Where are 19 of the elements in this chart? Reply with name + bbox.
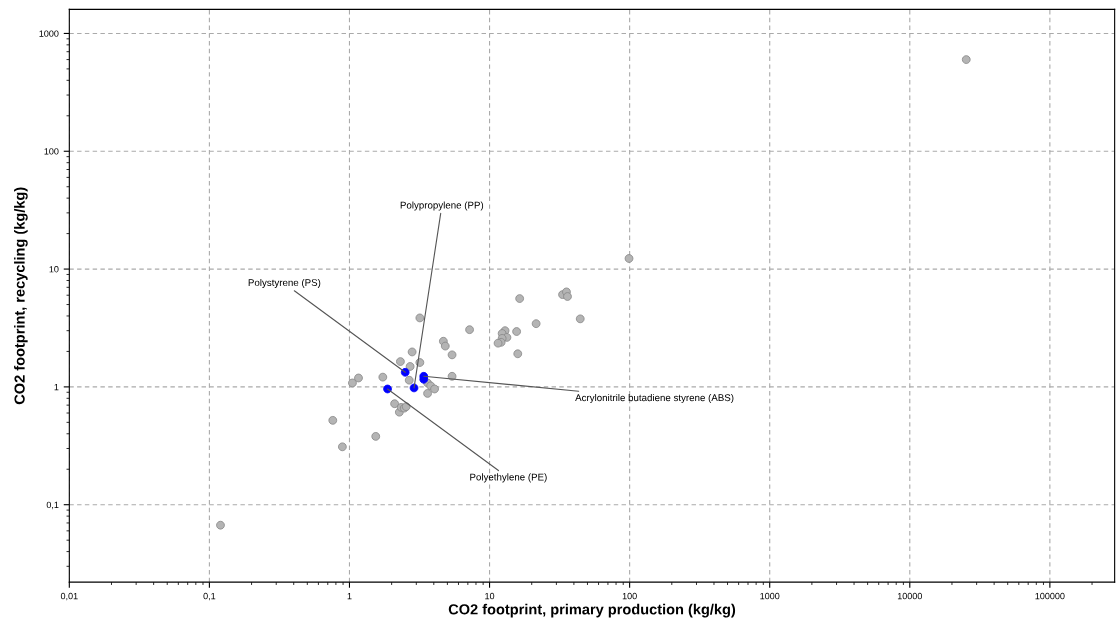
x-tick-label: 1 [347, 592, 352, 600]
x-tick-label: 10 [485, 592, 495, 600]
annotation: Polyethylene (PE) [470, 473, 547, 483]
x-tick-label: 1000 [760, 592, 780, 600]
x-tick-label: 10000 [897, 592, 922, 600]
y-tick-label: 10 [49, 266, 59, 273]
x-tick-label: 0,1 [203, 592, 216, 601]
x-axis-title: CO2 footprint, primary production (kg/kg) [448, 603, 736, 618]
annotation: Polystyrene (PS) [248, 278, 321, 288]
x-tick-label: 0,01 [60, 592, 78, 601]
x-tick-label: 100000 [1035, 592, 1065, 600]
y-tick-label: 1 [54, 383, 59, 391]
y-tick-label: 100 [44, 148, 59, 155]
y-axis-title: CO2 footprint, recycling (kg/kg) [14, 187, 28, 405]
y-tick-label: 1000 [39, 30, 59, 37]
annotation: Acrylonitrile butadiene styrene (ABS) [575, 393, 734, 404]
x-tick-label: 100 [622, 592, 637, 600]
y-tick-label: 0,1 [46, 501, 59, 510]
annotation: Polypropylene (PP) [400, 201, 484, 211]
